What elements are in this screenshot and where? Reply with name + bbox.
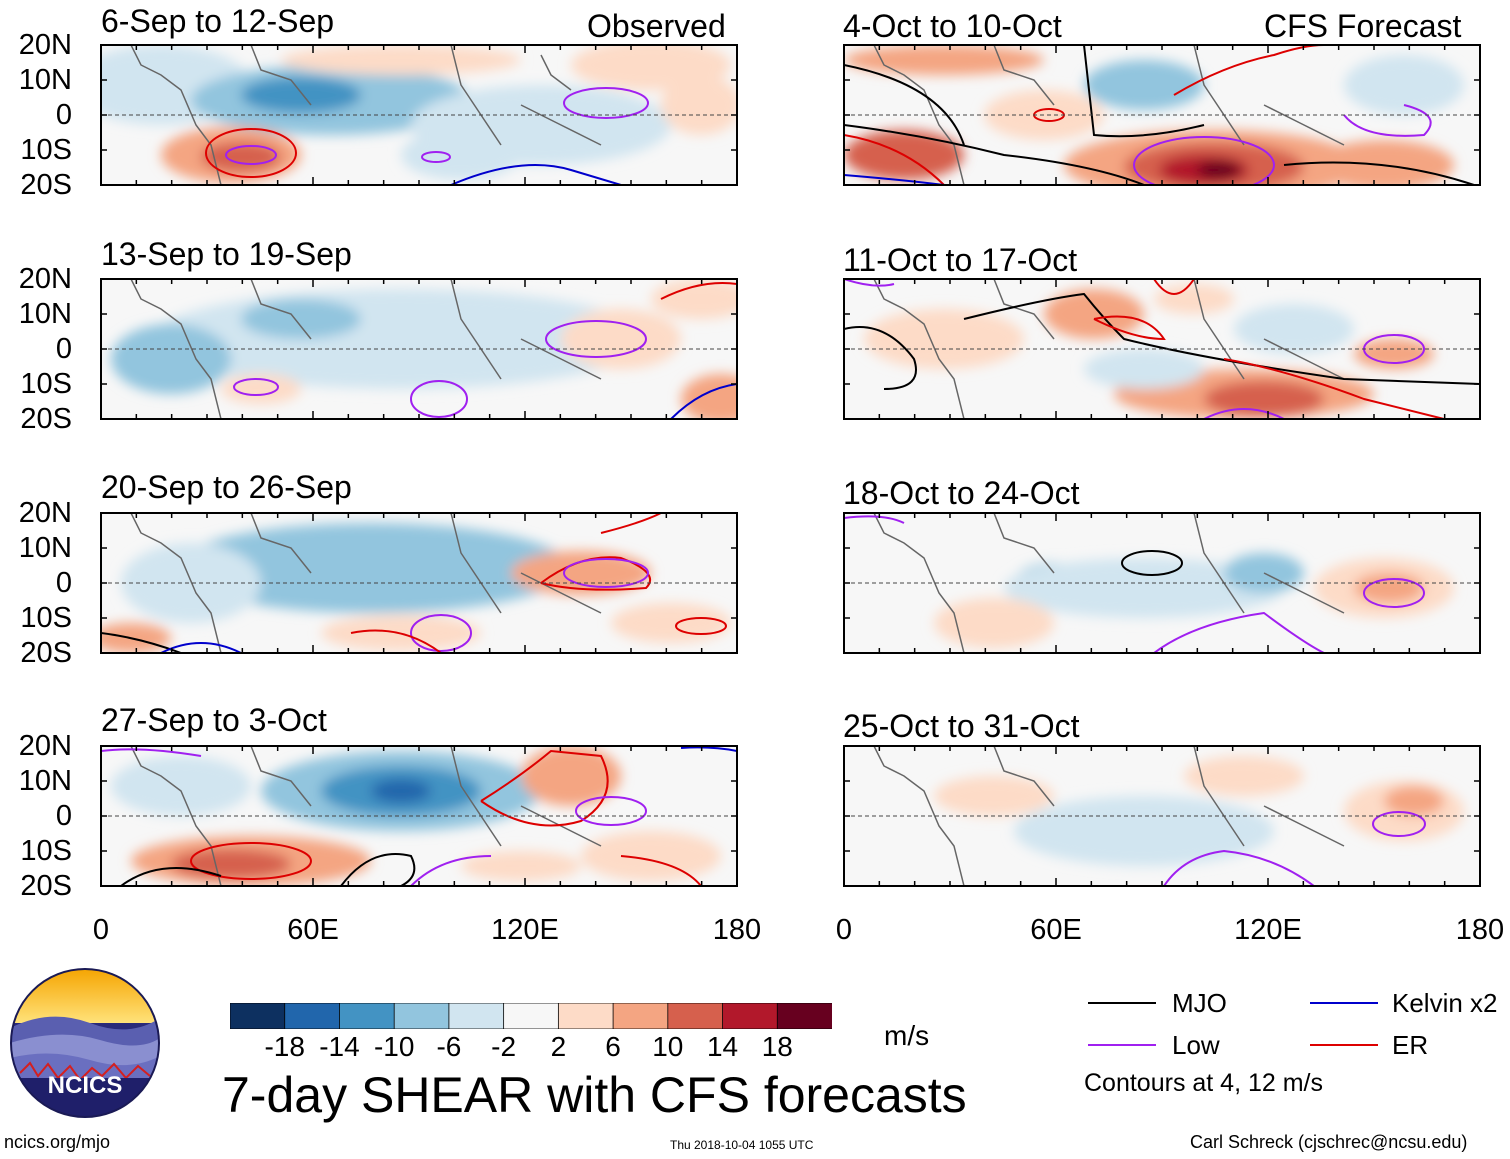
- colorbar-label: -6: [436, 1031, 462, 1062]
- lat-label-row1-2: 0: [55, 99, 72, 131]
- observed-panel-4-title: 27-Sep to 3-Oct: [101, 702, 327, 738]
- colorbar-label: 2: [550, 1031, 567, 1062]
- observed-panel-2-title: 13-Sep to 19-Sep: [101, 236, 352, 272]
- forecast-lon-label-120e: 120E: [1234, 914, 1302, 946]
- forecast-header: CFS Forecast: [1264, 8, 1462, 44]
- panel-frame: [100, 44, 738, 186]
- forecast-map-panel-2: [844, 279, 1480, 419]
- lat-label-row3-0: 20N: [18, 497, 72, 529]
- colorbar-swatch: [229, 1002, 286, 1030]
- colorbar-label: 18: [761, 1031, 793, 1062]
- lat-label-row4-4: 20S: [20, 870, 72, 902]
- legend-low-label: Low: [1172, 1030, 1220, 1060]
- legend-er-label: ER: [1392, 1030, 1429, 1060]
- colorbar-label: -14: [319, 1031, 360, 1062]
- observed-lon-label-120e: 120E: [491, 914, 559, 946]
- colorbar-swatch: [667, 1002, 724, 1030]
- colorbar-label: -10: [373, 1031, 415, 1062]
- forecast-map-panel-3: [844, 513, 1480, 653]
- author: Carl Schreck (cjschrec@ncsu.edu): [1190, 1132, 1468, 1152]
- lat-label-row1-0: 20N: [18, 29, 72, 61]
- forecast-lon-label-0: 0: [835, 914, 853, 946]
- observed-lon-label-60e: 60E: [287, 914, 339, 946]
- lat-label-row4-0: 20N: [18, 730, 72, 762]
- colorbar-label: 6: [605, 1031, 621, 1062]
- lat-label-row2-3: 10S: [20, 368, 72, 400]
- forecast-map-panel-4: [844, 746, 1480, 886]
- forecast-lon-label-180: 180: [1455, 914, 1505, 946]
- colorbar-swatch: [339, 1002, 396, 1030]
- colorbar-swatch: [284, 1002, 341, 1030]
- lat-label-row2-4: 20S: [20, 403, 72, 435]
- observed-map-panel-4: [101, 746, 737, 886]
- lat-label-row2-2: 0: [55, 333, 72, 365]
- observed-map-panel-3: [101, 513, 737, 653]
- colorbar: [229, 1002, 833, 1030]
- colorbar-swatch: [557, 1002, 614, 1030]
- observed-lon-label-180: 180: [712, 914, 762, 946]
- forecast-panel-2-title: 11-Oct to 17-Oct: [843, 242, 1078, 278]
- lat-label-row2-1: 10N: [18, 298, 72, 330]
- panel-frame: [100, 512, 738, 654]
- ncics-logo-text: NCICS: [48, 1072, 123, 1099]
- observed-map-panel-1: [101, 45, 737, 185]
- legend-kelvin-label: Kelvin x2: [1392, 988, 1498, 1018]
- lat-label-row1-1: 10N: [18, 64, 72, 96]
- observed-header: Observed: [587, 8, 726, 44]
- timestamp: Thu 2018-10-04 1055 UTC: [670, 1138, 814, 1152]
- lat-label-row4-2: 0: [55, 800, 72, 832]
- observed-panel-1-title: 6-Sep to 12-Sep: [101, 3, 335, 39]
- lat-label-row2-0: 20N: [18, 263, 72, 295]
- observed-map-panel-2: [101, 279, 737, 419]
- observed-panel-3-title: 20-Sep to 26-Sep: [101, 469, 352, 505]
- panel-frame: [100, 745, 738, 887]
- colorbar-label: -18: [264, 1031, 305, 1062]
- lat-label-row3-1: 10N: [18, 532, 72, 564]
- legend-note: Contours at 4, 12 m/s: [1084, 1069, 1324, 1097]
- colorbar-label: 14: [706, 1031, 739, 1062]
- panel-frame: [843, 44, 1481, 186]
- colorbar-label: 10: [652, 1031, 684, 1062]
- panel-frame: [843, 745, 1481, 887]
- colorbar-swatch: [722, 1002, 779, 1030]
- lat-label-row3-4: 20S: [20, 637, 72, 669]
- lat-label-row4-1: 10N: [18, 765, 72, 797]
- colorbar-label: -2: [491, 1031, 517, 1062]
- colorbar-swatch: [393, 1002, 450, 1030]
- lat-label-row3-3: 10S: [20, 602, 72, 634]
- forecast-lon-label-60e: 60E: [1030, 914, 1082, 946]
- colorbar-swatch: [503, 1002, 560, 1030]
- panel-frame: [843, 512, 1481, 654]
- colorbar-swatch: [612, 1002, 669, 1030]
- observed-lon-label-0: 0: [92, 914, 110, 946]
- forecast-panel-1-title: 4-Oct to 10-Oct: [843, 8, 1062, 44]
- forecast-map-panel-1: [844, 45, 1480, 185]
- forecast-panel-3-title: 18-Oct to 24-Oct: [843, 475, 1080, 511]
- figure-title: 7-day SHEAR with CFS forecasts: [222, 1067, 967, 1123]
- lat-label-row4-3: 10S: [20, 835, 72, 867]
- ncics-logo: NCICS: [10, 968, 160, 1118]
- colorbar-swatch: [776, 1002, 833, 1030]
- colorbar-unit: m/s: [884, 1020, 930, 1051]
- legend: MJO Kelvin x2 Low ER Contours at 4, 12 m…: [1084, 988, 1500, 1100]
- legend-mjo-label: MJO: [1172, 988, 1227, 1018]
- forecast-panel-4-title: 25-Oct to 31-Oct: [843, 708, 1080, 744]
- lat-label-row3-2: 0: [55, 567, 72, 599]
- colorbar-swatch: [448, 1002, 505, 1030]
- panel-frame: [100, 278, 738, 420]
- site-url[interactable]: ncics.org/mjo: [4, 1132, 111, 1152]
- panel-frame: [843, 278, 1481, 420]
- lat-label-row1-4: 20S: [20, 169, 72, 201]
- lat-label-row1-3: 10S: [20, 134, 72, 166]
